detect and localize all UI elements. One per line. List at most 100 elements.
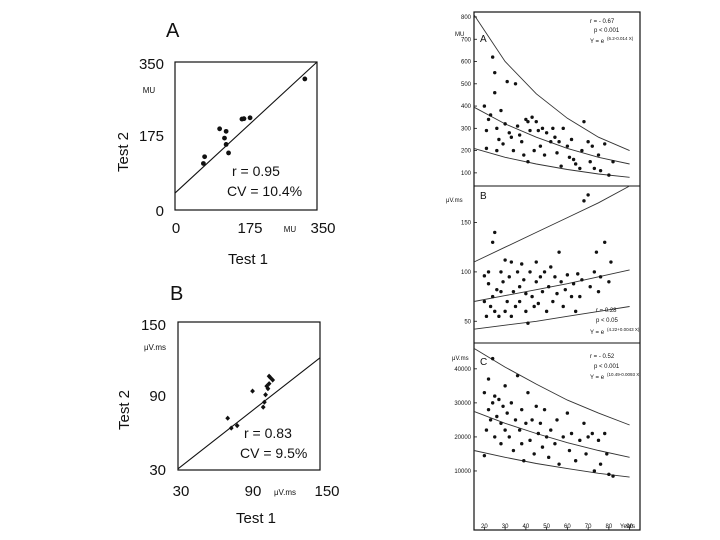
right-b-point-5	[488, 304, 493, 309]
right-c-point-45	[567, 448, 572, 453]
left-a-xtick-175: 175	[237, 220, 262, 237]
right-c-point-4	[486, 377, 491, 381]
right-a-point-36	[551, 126, 555, 131]
right-a-point-21	[520, 139, 524, 144]
left-a-point-3	[222, 135, 227, 141]
left-a-point-4	[223, 142, 229, 147]
right-figure-frame	[473, 11, 641, 531]
left-a-panel-label: A	[166, 20, 180, 42]
right-b-point-20	[509, 314, 514, 319]
right-a-point-56	[603, 142, 607, 146]
right-b-point-52	[571, 282, 576, 286]
right-a-curve-upper	[473, 14, 630, 152]
right-c-point-6	[490, 356, 495, 361]
right-c-point-22	[515, 373, 520, 378]
right-a-point-7	[493, 91, 497, 95]
right-c-point-53	[592, 469, 597, 473]
right-a-point-58	[611, 160, 615, 164]
right-c-point-12	[499, 421, 503, 425]
right-c-point-52	[590, 431, 594, 436]
right-a-point-25	[526, 160, 530, 164]
right-b-point-23	[515, 270, 520, 274]
right-b-point-47	[559, 280, 563, 284]
right-b-point-59	[588, 285, 592, 289]
left-b-ytick-bottom: 30	[149, 462, 166, 479]
right-c-point-58	[607, 472, 611, 477]
left-a-point-1	[202, 154, 208, 160]
right-c-point-37	[544, 435, 549, 439]
right-b-point-36	[536, 301, 541, 306]
right-c-point-28	[526, 390, 530, 395]
right-xtick-label-0: 20	[481, 524, 488, 530]
right-b-point-4	[486, 270, 491, 274]
right-b-point-38	[540, 289, 545, 294]
right-xunit: Years	[620, 524, 635, 530]
right-b-point-33	[532, 304, 536, 309]
right-c-point-34	[538, 421, 543, 425]
right-a-point-10	[497, 137, 501, 142]
left-a-xlabel: Test 1	[228, 251, 268, 268]
right-a-point-27	[530, 115, 534, 119]
left-a-fit-line	[174, 61, 318, 194]
right-xtick-label-6: 80	[606, 524, 613, 530]
right-c-point-55	[598, 462, 603, 466]
right-c-point-14	[501, 404, 505, 408]
right-xtick-label-3: 50	[543, 524, 550, 530]
right-b-yunit: μV.ms	[446, 198, 463, 204]
right-a-point-49	[582, 119, 586, 124]
right-b-point-29	[524, 291, 528, 296]
right-a-panel-label: A	[480, 34, 487, 45]
right-a-point-15	[507, 131, 511, 135]
left-a-xtick-350: 350	[310, 220, 335, 237]
right-xtick-label-4: 60	[564, 524, 571, 530]
right-c-point-24	[520, 442, 524, 446]
right-c-point-38	[547, 455, 551, 460]
right-c-point-57	[605, 452, 609, 456]
right-c-point-59	[611, 474, 615, 478]
right-b-point-51	[569, 294, 574, 299]
right-b-point-39	[542, 270, 547, 274]
right-a-point-13	[503, 122, 507, 126]
right-c-point-17	[505, 411, 509, 415]
left-a-annotation-cv: CV = 10.4%	[227, 183, 302, 199]
right-b-point-45	[555, 291, 559, 296]
left-b-point-3	[250, 388, 255, 394]
right-b-point-37	[538, 275, 543, 279]
right-c-annotation-eq: Y = e	[590, 375, 605, 381]
right-b-point-32	[530, 294, 534, 299]
right-a-point-6	[493, 70, 497, 75]
right-c-point-54	[596, 438, 601, 443]
right-b-point-24	[517, 285, 522, 289]
right-c-curve-lower	[473, 450, 630, 478]
right-c-point-50	[584, 452, 588, 456]
right-b-point-9	[493, 309, 497, 314]
right-a-ytick-label-2: 300	[461, 126, 472, 132]
right-a-point-51	[588, 160, 592, 164]
right-c-point-1	[482, 453, 487, 458]
left-b-point-6	[263, 392, 268, 398]
left-b-point-4	[260, 404, 266, 410]
right-c-point-10	[495, 414, 499, 419]
right-b-point-40	[544, 309, 549, 314]
right-c-point-3	[486, 407, 491, 412]
right-a-point-37	[553, 135, 557, 139]
right-b-annotation-exp: (4.22+0.0043 X)	[607, 327, 640, 332]
right-b-annotation-r: r = 0.28	[596, 308, 617, 314]
right-c-point-5	[488, 418, 493, 422]
right-a-annotation-r: r = - 0.67	[590, 19, 615, 25]
left-b-point-0	[225, 415, 231, 421]
right-c-point-11	[497, 397, 501, 402]
right-b-point-53	[573, 309, 578, 314]
right-b-point-1	[482, 299, 487, 304]
right-c-point-29	[528, 438, 532, 443]
right-c-point-23	[517, 428, 522, 432]
right-a-annotation-p: p < 0.001	[594, 28, 620, 34]
right-b-point-0	[482, 274, 487, 278]
left-a-point-10	[302, 76, 308, 82]
right-a-point-35	[549, 139, 553, 144]
right-a-point-33	[542, 153, 547, 157]
left-b-xtick-30: 30	[173, 483, 190, 500]
right-c-point-36	[542, 407, 547, 412]
right-a-point-31	[538, 144, 543, 148]
right-a-annotation-exp: (6.2-0.014 X)	[607, 36, 634, 41]
